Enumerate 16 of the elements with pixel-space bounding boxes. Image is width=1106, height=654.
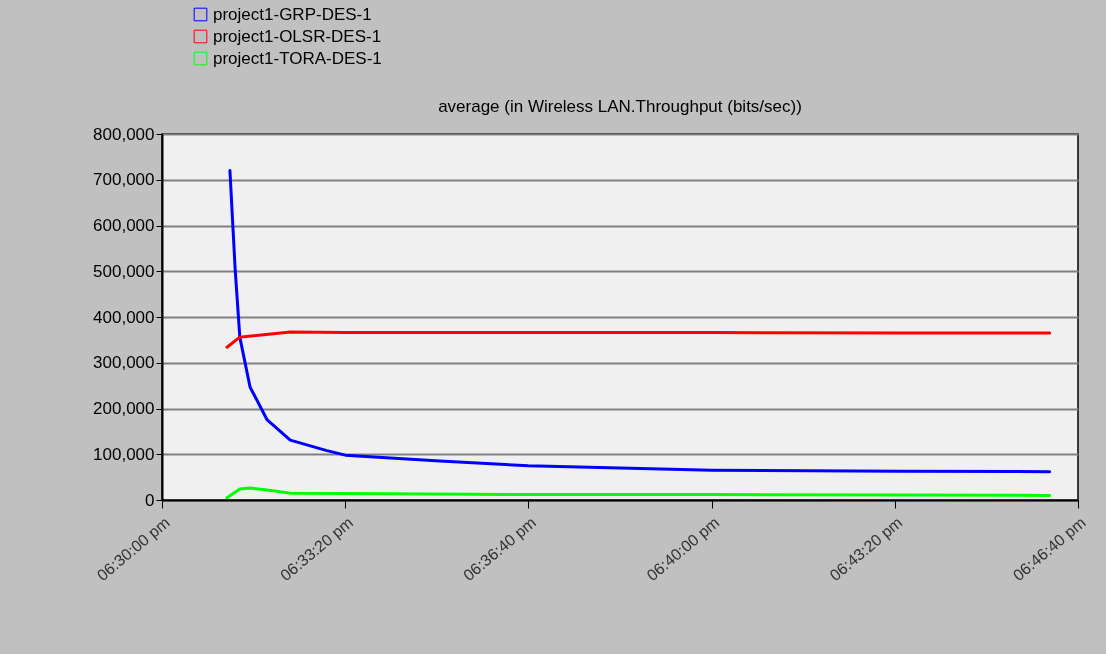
y-tick-label: 700,000 <box>93 170 155 190</box>
chart-title: average (in Wireless LAN.Throughput (bits/sec)) <box>438 97 802 116</box>
y-tick-label: 200,000 <box>93 399 155 418</box>
legend-label: project1-TORA-DES-1 <box>213 48 382 68</box>
y-tick-label: 300,000 <box>93 353 155 373</box>
line-series <box>225 486 1052 500</box>
y-tick-label: 400,000 <box>93 307 155 327</box>
y-tick-label: 0 <box>145 490 155 510</box>
line-series <box>228 169 1052 474</box>
y-tick-label: 500,000 <box>93 261 155 281</box>
legend-label: project1-GRP-DES-1 <box>213 4 372 24</box>
line-series <box>225 330 1052 349</box>
legend-label: project1-OLSR-DES-1 <box>213 26 382 46</box>
y-tick-label: 100,000 <box>93 444 155 464</box>
y-tick-label: 600,000 <box>93 216 155 235</box>
y-tick-label: 800,000 <box>93 124 155 144</box>
